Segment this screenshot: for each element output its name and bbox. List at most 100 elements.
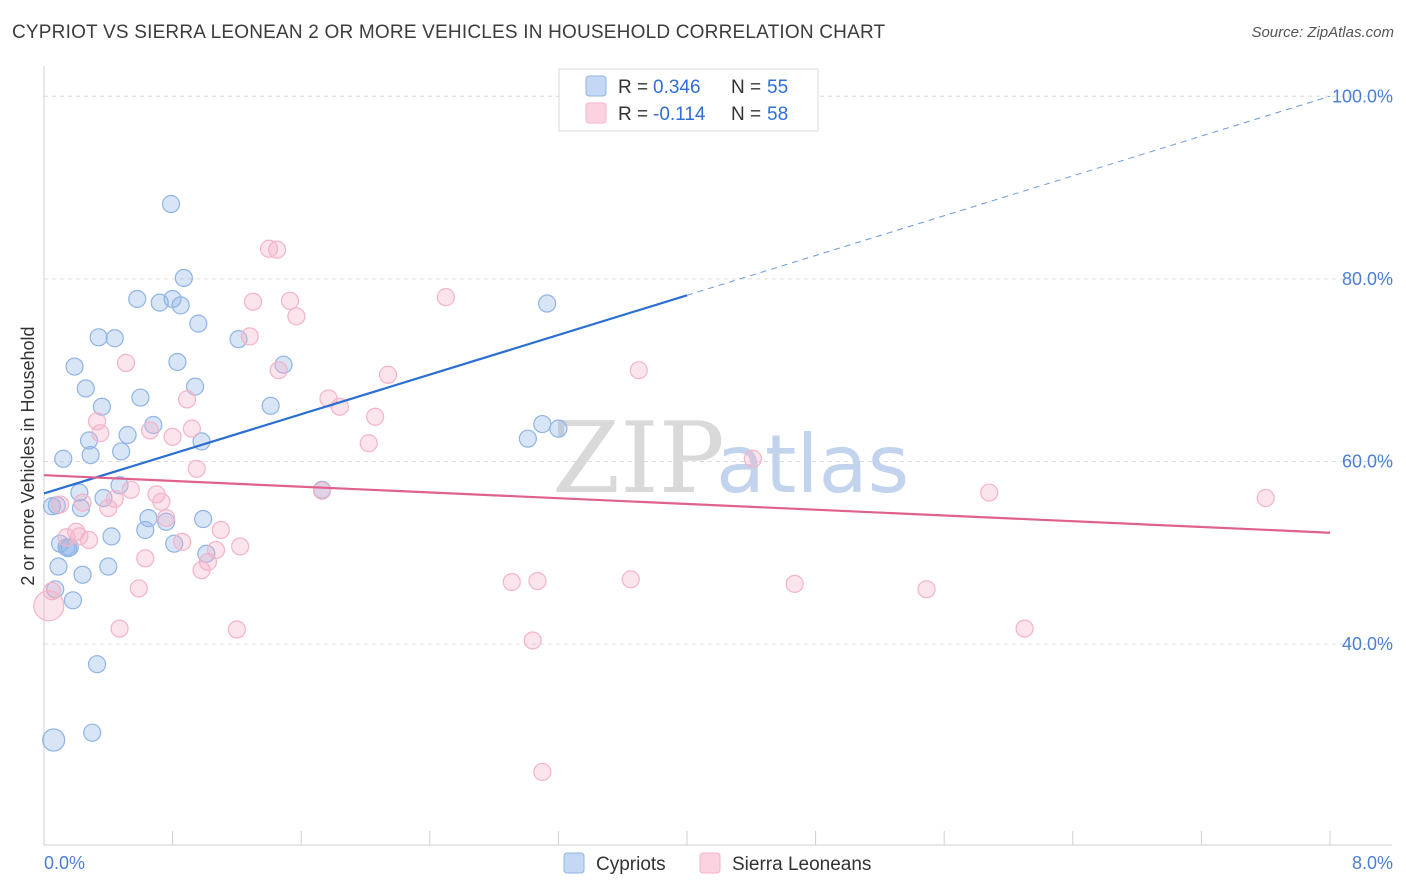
sierra-leonean-point [140,421,160,440]
cypriot-point [189,314,208,333]
bottom-legend-cypriots: Cypriots [596,854,666,875]
sierra-leonean-point [42,582,62,601]
sierra-leonean-point [269,361,288,380]
sierra-leonean-point [136,549,155,568]
sierra-leonean-point [533,762,552,782]
sierra-leonean-point [99,498,118,518]
sierra-leonean-point [1015,619,1034,638]
sierra-leonean-point [129,579,148,598]
cypriot-point [49,557,68,576]
sierra-leonean-point [121,480,140,499]
cypriot-point [83,723,102,742]
sierra-leonean-trend-line [43,474,1331,534]
cypriot-trend-extension [686,95,1331,296]
cypriot-point [76,379,95,398]
cypriot-point [99,557,118,576]
legend-n-value-1: 55 [767,77,788,98]
cypriot-point [54,449,73,468]
cypriot-point [144,415,163,435]
sierra-leonean-point [378,365,398,384]
sierra-leonean-point [206,540,226,560]
sierra-leonean-point [231,537,250,556]
sierra-leonean-point [87,412,107,431]
cypriot-point [186,377,205,396]
cypriot-point [229,330,248,349]
legend-swatch-cypriots [585,75,607,97]
cypriot-point [174,268,193,288]
sierra-leonean-point [110,619,129,638]
sierra-leonean-point [211,520,230,540]
cypriot-point [131,388,150,407]
cypriot-point [89,328,108,347]
cypriot-point [538,294,557,313]
sierra-leonean-point [243,292,263,311]
tick-labels: 100.0% 80.0% 60.0% 40.0% 0.0% 8.0% [44,86,1393,873]
correlation-legend: R = 0.346 N = 55 R = -0.114 N = 58 [558,68,819,132]
watermark: ZIP atlas [552,402,909,516]
series-legend: Cypriots Sierra Leoneans [563,852,871,875]
sierra-leonean-point [436,288,455,307]
cypriot-point [102,527,121,546]
watermark-zip: ZIP [552,402,725,516]
sierra-leonean-point [177,390,197,409]
legend-n-value-2: 58 [767,104,788,125]
trend-lines [43,95,1331,534]
legend-r-label-2: R = [618,104,648,125]
cypriot-point [42,728,66,752]
y-tick-label: 100.0% [1332,86,1393,106]
sierra-leonean-point [280,291,300,310]
sierra-leonean-point [621,570,640,589]
cypriot-point [87,655,107,674]
legend-n-label-2: N = [731,104,761,125]
legend-r-value-1: 0.346 [653,77,701,98]
sierra-leonean-point [523,631,542,650]
cypriot-point [518,429,537,448]
cypriot-point [63,591,83,610]
sierra-leonean-point [502,572,521,592]
sierra-leonean-point [116,353,136,372]
sierra-leonean-point [980,483,999,502]
sierra-leonean-point [312,481,332,500]
y-axis-label: 2 or more Vehicles in Household [18,326,38,585]
sierra-leonean-point [152,492,171,511]
cypriot-point [168,352,187,372]
sierra-leonean-point [267,240,287,259]
cypriot-point [533,414,552,434]
legend-swatch-sierra-leoneans [585,102,607,124]
sierra-leonean-point [187,459,206,478]
sierra-leonean-point [73,493,92,512]
axes [43,66,1392,846]
cypriot-point [549,419,568,438]
cypriot-point [161,194,181,214]
sierra-leonean-point [917,580,936,599]
cypriot-point [46,580,65,599]
sierra-leonean-point [227,620,246,639]
cypriot-point [70,483,89,502]
sierra-leonean-point [182,419,201,438]
x-tick-label: 0.0% [44,853,85,873]
legend-n-label-1: N = [731,77,761,98]
sierra-leonean-point [105,489,124,509]
sierra-leonean-point [50,495,70,514]
sierra-leonean-point [359,434,378,453]
cypriot-point [194,509,213,529]
cypriot-point [139,509,158,528]
watermark-atlas: atlas [716,418,909,511]
cypriot-point [81,446,100,465]
legend-r-value-2: -0.114 [653,104,706,125]
sierra-leonean-point [1256,488,1275,508]
sierra-leonean-point [79,530,99,550]
cypriot-point [73,565,92,584]
y-tick-label: 40.0% [1342,634,1393,654]
cypriot-point [112,442,131,461]
chart-title: CYPRIOT VS SIERRA LEONEAN 2 OR MORE VEHI… [12,22,886,43]
data-points [33,194,1275,782]
sierra-leonean-point [157,509,176,528]
sierra-leonean-point [57,528,76,547]
bottom-swatch-sierra-leoneans [699,852,721,874]
cypriot-trend-line [43,294,688,495]
cypriot-point [79,431,99,450]
cypriot-point [105,329,124,348]
y-tick-label: 80.0% [1342,269,1393,289]
